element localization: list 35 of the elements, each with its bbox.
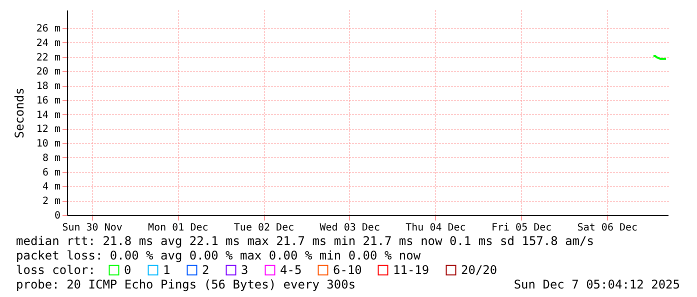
y-axis-title: Seconds (12, 88, 26, 138)
legend-label: 0 (124, 263, 132, 278)
legend-label: 1 (163, 263, 170, 278)
legend-label: 3 (241, 263, 248, 278)
text: Sun Dec 7 05:04:12 2025 (514, 278, 680, 292)
y-tick-label: 16 m (36, 95, 60, 106)
y-tick-label: 2 m (42, 196, 60, 208)
y-tick-label: 26 m (36, 23, 60, 34)
legend-label: 4-5 (280, 263, 302, 278)
y-tick-label: 24 m (36, 38, 60, 49)
y-tick-label: 4 m (42, 182, 60, 193)
text: probe: 20 ICMP Echo Pings (56 Bytes) every 300s (16, 278, 356, 292)
x-tick-label: Wed 03 Dec (320, 222, 380, 234)
y-tick-label: 18 m (36, 81, 60, 92)
x-tick-label: Fri 05 Dec (491, 222, 552, 234)
y-tick-label: 8 m (42, 152, 60, 164)
x-tick-label: Mon 01 Dec (148, 222, 208, 234)
y-tick-label: 10 m (36, 138, 60, 150)
x-tick-label: Sat 06 Dec (577, 222, 638, 234)
x-tick-label: Tue 02 Dec (234, 222, 294, 234)
x-tick-label: Sun 30 Nov (62, 222, 122, 234)
text: packet loss: 0.00 % avg 0.00 % max 0.00 % min 0.00 % now (16, 248, 422, 262)
y-tick-label: 20 m (36, 66, 60, 78)
y-tick-label: 14 m (36, 110, 60, 121)
text: median rtt: 21.8 ms avg 22.1 ms max 21.7 ms min 21.7 ms now 0.1 ms sd 157.8 am/s (16, 234, 594, 248)
y-tick-label: 0 (54, 210, 60, 222)
legend-label: 2 (202, 263, 210, 278)
x-tick-label: Thu 04 Dec (406, 222, 466, 234)
legend-title: loss color: (16, 263, 96, 277)
y-tick-label: 12 m (36, 124, 60, 136)
legend-label: 6-10 (333, 263, 362, 278)
legend-label: 20/20 (461, 263, 498, 278)
legend-label: 11-19 (393, 263, 430, 278)
y-tick-label: 6 m (42, 167, 60, 178)
y-tick-label: 22 m (36, 52, 60, 64)
